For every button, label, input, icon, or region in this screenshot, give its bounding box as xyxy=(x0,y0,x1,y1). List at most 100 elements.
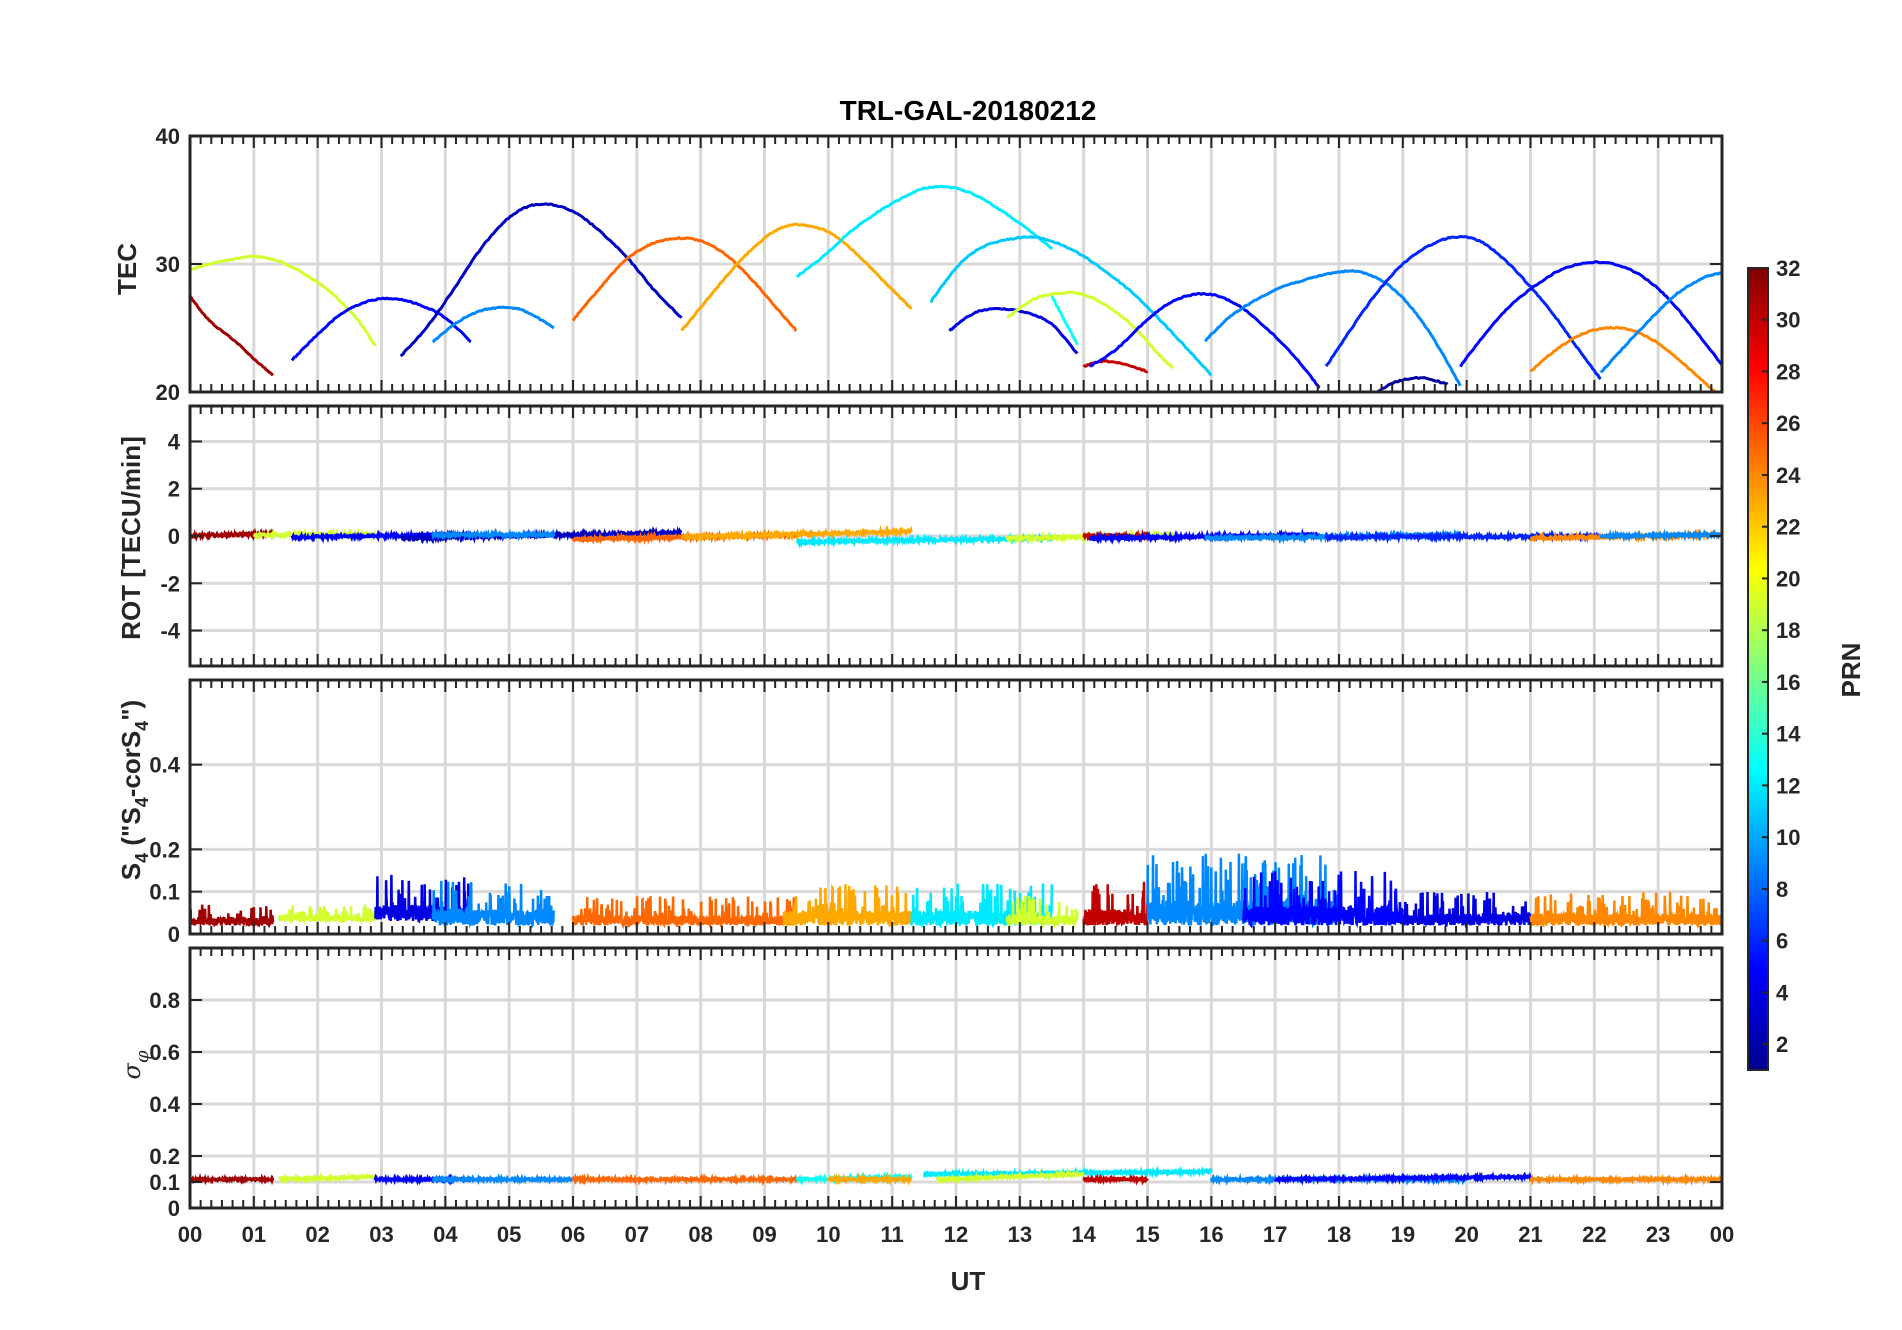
x-tick-label: 11 xyxy=(881,1222,904,1247)
x-tick-label: 08 xyxy=(688,1222,712,1247)
y-tick-label: 0.8 xyxy=(149,988,180,1013)
s4-series-prn-31 xyxy=(190,904,275,929)
tec-series-prn-30 xyxy=(1082,359,1149,374)
colorbar-frame xyxy=(1747,267,1769,1071)
y-tick-label: 0 xyxy=(168,922,180,947)
s4-series-prn-19 xyxy=(1005,895,1079,929)
colorbar-tick-label: 32 xyxy=(1776,256,1800,281)
colorbar-tick-label: 4 xyxy=(1776,980,1789,1005)
panel-sigma-phi-series xyxy=(190,1165,1722,1187)
tec-series-prn-5 xyxy=(290,296,472,362)
sigma-phi-ylabel: σφ xyxy=(118,1050,153,1079)
colorbar-tick-label: 30 xyxy=(1776,308,1800,333)
panel-sigma-phi-frame xyxy=(188,946,1724,1210)
x-tick-label: 09 xyxy=(752,1222,776,1247)
x-tick-label: 20 xyxy=(1454,1222,1478,1247)
s4-series-prn-5 xyxy=(1242,870,1405,929)
panel-tec-series xyxy=(190,184,1722,392)
tec-series-prn-31 xyxy=(190,294,274,377)
y-tick-label: 0.1 xyxy=(149,880,180,905)
rot-series-prn-23 xyxy=(680,524,913,544)
x-tick-label: 21 xyxy=(1518,1222,1542,1247)
tec-ylabel: TEC xyxy=(112,243,142,295)
x-tick-label: 02 xyxy=(305,1222,329,1247)
x-tick-label: 13 xyxy=(1008,1222,1032,1247)
s4-ylabel: S4 ("S4-corS4") xyxy=(116,700,152,880)
x-tick-label: 10 xyxy=(816,1222,840,1247)
tec-series-prn-9 xyxy=(1204,269,1462,387)
x-tick-label: 05 xyxy=(497,1222,521,1247)
chart-title: TRL-GAL-20180212 xyxy=(840,95,1097,126)
y-tick-label: 4 xyxy=(168,429,181,454)
panel-tec: 20 30 40 xyxy=(156,124,1724,405)
s4-ylabel-sub3: 4 xyxy=(132,721,152,731)
colorbar-tick-label: 26 xyxy=(1776,411,1800,436)
s4-ylabel-open: ("S xyxy=(116,807,146,853)
y-tick-label: -2 xyxy=(160,571,180,596)
colorbar-tick-label: 22 xyxy=(1776,515,1800,540)
y-tick-label: 0.2 xyxy=(149,1144,180,1169)
panel-s4-frame xyxy=(188,678,1724,936)
tec-series-prn-2 xyxy=(1376,375,1449,392)
x-tick-label: 14 xyxy=(1071,1222,1096,1247)
sigma-series-prn-9 xyxy=(431,1172,574,1186)
y-tick-label: 0 xyxy=(168,524,180,549)
tec-series-prn-9 xyxy=(432,305,555,344)
colorbar-gradient xyxy=(1748,268,1768,1070)
y-tick-label: 2 xyxy=(168,477,180,502)
y-tick-label: 40 xyxy=(156,124,180,149)
x-tick-label: 06 xyxy=(561,1222,585,1247)
panel-s4: 0 0.1 0.2 0.4 xyxy=(149,678,1724,947)
y-tick-label: -4 xyxy=(160,619,180,644)
x-tick-label: 07 xyxy=(625,1222,649,1247)
y-tick-label: 0.4 xyxy=(149,753,180,778)
sigma-series-prn-24 xyxy=(1529,1172,1722,1187)
colorbar-tick-label: 18 xyxy=(1776,618,1800,643)
x-tick-label: 00 xyxy=(1710,1222,1734,1247)
s4-ylabel-main: S xyxy=(116,863,146,880)
tec-series-prn-13 xyxy=(1050,295,1079,346)
x-tick-label: 23 xyxy=(1646,1222,1670,1247)
tec-series-prn-23 xyxy=(680,222,913,332)
colorbar-tick-label: 6 xyxy=(1776,929,1788,954)
colorbar-tick-label: 14 xyxy=(1776,722,1801,747)
s4-series-prn-24 xyxy=(1529,891,1722,930)
x-tick-label: 18 xyxy=(1327,1222,1351,1247)
x-axis-label: UT xyxy=(951,1266,986,1296)
s4-series-prn-23 xyxy=(782,883,913,928)
y-tick-label: 0.6 xyxy=(149,1040,180,1065)
panel-rot: -4 -2 0 2 4 xyxy=(160,404,1724,668)
x-tick-label: 01 xyxy=(242,1222,266,1247)
s4-series-prn-25 xyxy=(571,896,798,930)
y-tick-label: 0.4 xyxy=(149,1092,180,1117)
x-tick-label: 22 xyxy=(1582,1222,1606,1247)
x-tick-label: 04 xyxy=(433,1222,458,1247)
tec-series-prn-9 xyxy=(1599,271,1722,374)
panel-sigma-phi: 00.10.2 0.4 0.6 0.8 xyxy=(149,946,1724,1221)
sigma-phi-ylabel-phi: φ xyxy=(132,1050,153,1063)
sigma-series-prn-30 xyxy=(1082,1173,1149,1186)
sigma-series-prn-25 xyxy=(571,1172,798,1187)
sigma-series-prn-19 xyxy=(935,1168,1085,1185)
s4-ylabel-close: ") xyxy=(116,700,146,721)
tec-series-prn-19 xyxy=(1006,290,1174,370)
y-tick-label: 20 xyxy=(156,380,180,405)
tec-series-prn-5 xyxy=(1459,260,1722,368)
tec-series-prn-3 xyxy=(399,202,683,358)
x-tick-label: 15 xyxy=(1135,1222,1159,1247)
tec-series-prn-25 xyxy=(571,236,798,333)
panel-s4-series xyxy=(190,853,1722,930)
sigma-series-prn-31 xyxy=(190,1172,275,1186)
colorbar-tick-label: 10 xyxy=(1776,825,1800,850)
panel-rot-frame xyxy=(188,404,1724,668)
s4-ylabel-sub: 4 xyxy=(132,853,152,863)
s4-series-prn-9 xyxy=(431,880,556,929)
rot-ylabel: ROT [TECU/min] xyxy=(116,436,146,640)
y-tick-label: 0 xyxy=(168,1196,180,1221)
sigma-series-prn-5 xyxy=(1273,1170,1532,1187)
panel-tec-frame xyxy=(188,134,1724,394)
colorbar-tick-label: 20 xyxy=(1776,566,1800,591)
colorbar-tick-label: 16 xyxy=(1776,670,1800,695)
x-tick-label: 17 xyxy=(1263,1222,1287,1247)
